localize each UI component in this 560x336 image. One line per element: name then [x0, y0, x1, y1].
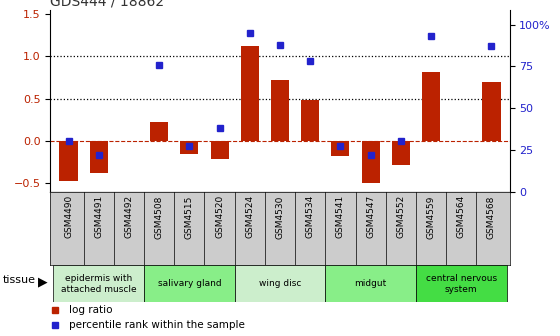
Text: central nervous
system: central nervous system: [426, 274, 497, 294]
Bar: [180, 141, 198, 154]
Bar: [362, 141, 380, 183]
Text: GSM4559: GSM4559: [427, 195, 436, 239]
Bar: [271, 80, 289, 141]
Text: percentile rank within the sample: percentile rank within the sample: [69, 320, 245, 330]
Text: GSM4530: GSM4530: [276, 195, 284, 239]
Bar: [241, 46, 259, 141]
Text: GSM4568: GSM4568: [487, 195, 496, 239]
Bar: [235, 265, 325, 302]
Bar: [211, 141, 228, 160]
Bar: [325, 265, 416, 302]
Text: log ratio: log ratio: [69, 305, 112, 315]
Text: epidermis with
attached muscle: epidermis with attached muscle: [61, 274, 137, 294]
Bar: [59, 141, 78, 181]
Text: GSM4515: GSM4515: [185, 195, 194, 239]
Text: ▶: ▶: [38, 276, 48, 289]
Text: GSM4564: GSM4564: [457, 195, 466, 239]
Text: GSM4520: GSM4520: [215, 195, 224, 239]
Bar: [416, 265, 507, 302]
Text: midgut: midgut: [354, 280, 387, 288]
Text: GDS444 / 18862: GDS444 / 18862: [50, 0, 165, 9]
Bar: [53, 265, 144, 302]
Text: tissue: tissue: [3, 275, 36, 285]
Bar: [422, 72, 440, 141]
Text: GSM4534: GSM4534: [306, 195, 315, 239]
Text: GSM4547: GSM4547: [366, 195, 375, 239]
Bar: [150, 122, 168, 141]
Text: GSM4492: GSM4492: [124, 195, 133, 238]
Bar: [90, 141, 108, 173]
Bar: [332, 141, 349, 156]
Text: salivary gland: salivary gland: [157, 280, 221, 288]
Text: GSM4490: GSM4490: [64, 195, 73, 239]
Text: GSM4491: GSM4491: [94, 195, 103, 239]
Bar: [144, 265, 235, 302]
Bar: [301, 100, 319, 141]
Text: GSM4508: GSM4508: [155, 195, 164, 239]
Bar: [482, 82, 501, 141]
Text: GSM4524: GSM4524: [245, 195, 254, 238]
Text: GSM4552: GSM4552: [396, 195, 405, 239]
Bar: [392, 141, 410, 165]
Text: GSM4541: GSM4541: [336, 195, 345, 239]
Text: wing disc: wing disc: [259, 280, 301, 288]
